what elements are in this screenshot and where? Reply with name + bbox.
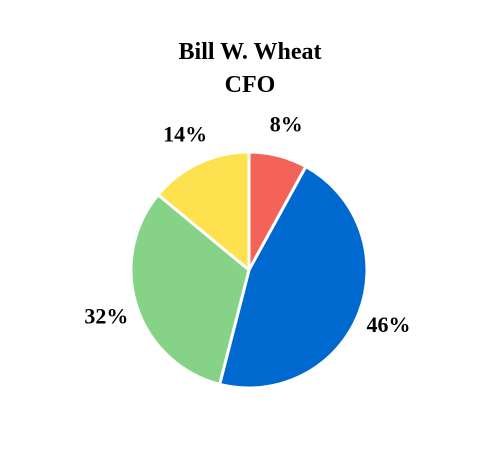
pie-slice-46pct [218,165,369,390]
pie-label-14pct: 14% [163,121,207,146]
pie-slice-32pct [129,193,251,386]
chart-title-line-1: Bill W. Wheat [178,39,322,65]
pie-label-46pct: 46% [366,312,410,337]
pie-slice-14pct [156,150,251,272]
chart-title-line-2: CFO [224,72,276,98]
pie-label-8pct: 8% [270,112,303,137]
pie-label-32pct: 32% [84,303,128,328]
